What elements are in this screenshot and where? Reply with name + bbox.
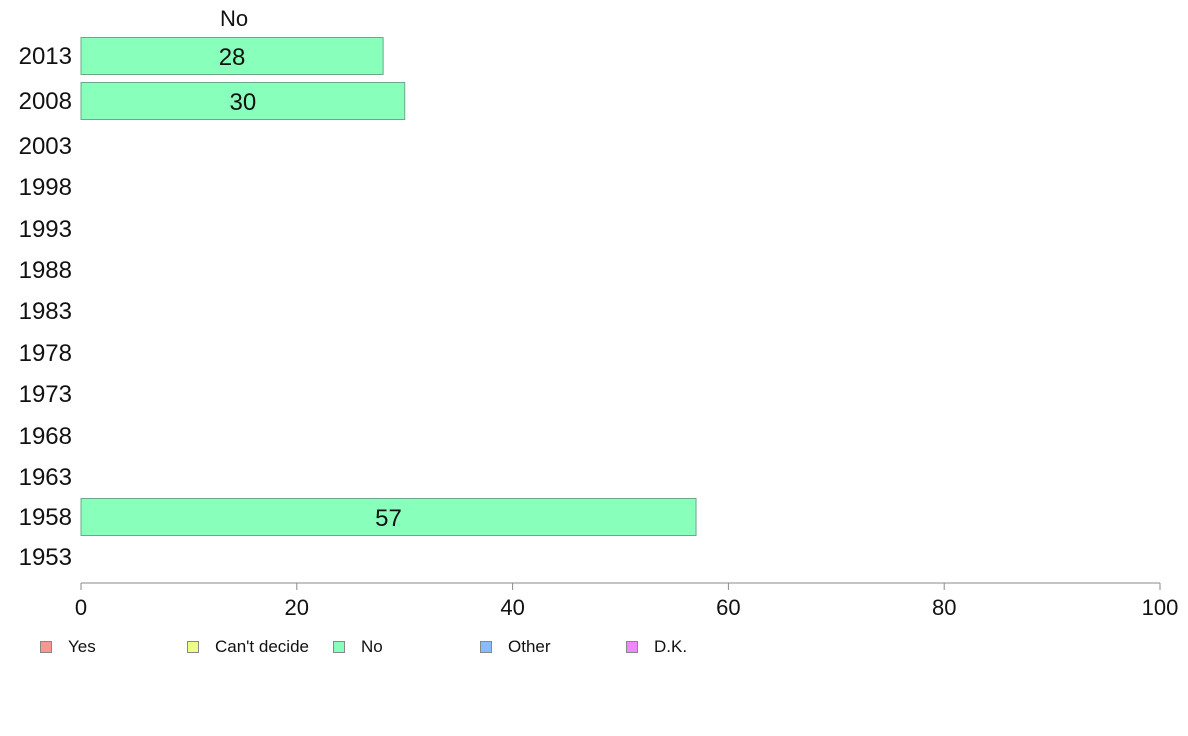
category-label-1983: 1983 xyxy=(19,298,72,325)
legend-swatch-cant-decide xyxy=(187,641,199,653)
x-tick-label-60: 60 xyxy=(716,595,740,620)
bar-value-label-1958: 57 xyxy=(375,505,402,532)
category-label-2008: 2008 xyxy=(19,88,72,115)
legend-label-dk: D.K. xyxy=(654,637,688,656)
bar-value-label-2008: 30 xyxy=(229,89,256,116)
legend-item-yes: Yes xyxy=(40,636,96,658)
x-tick-label-100: 100 xyxy=(1142,595,1179,620)
legend-label-yes: Yes xyxy=(68,637,96,656)
category-label-2013: 2013 xyxy=(19,43,72,70)
category-label-1978: 1978 xyxy=(19,340,72,367)
category-label-1973: 1973 xyxy=(19,381,72,408)
x-tick-label-40: 40 xyxy=(500,595,524,620)
x-tick-label-0: 0 xyxy=(75,595,87,620)
category-label-1993: 1993 xyxy=(19,216,72,243)
bar-1958 xyxy=(80,498,697,536)
legend-swatch-no xyxy=(333,641,345,653)
bar-chart: No 2013 2008 2003 1998 1993 1988 1983 1978 1973 1… xyxy=(19,6,1179,620)
legend-item-no: No xyxy=(333,636,383,658)
legend-item-other: Other xyxy=(480,636,551,658)
legend-item-dk: D.K. xyxy=(626,636,687,658)
legend-label-other: Other xyxy=(508,637,551,656)
category-label-1963: 1963 xyxy=(19,464,72,491)
bar-value-label-2013: 28 xyxy=(219,44,246,71)
legend: Yes Can't decide No Other D.K. xyxy=(0,636,1188,660)
category-label-2003: 2003 xyxy=(19,133,72,160)
legend-item-cant-decide: Can't decide xyxy=(187,636,309,658)
legend-label-cant-decide: Can't decide xyxy=(215,637,309,656)
category-label-1998: 1998 xyxy=(19,174,72,201)
category-label-1988: 1988 xyxy=(19,257,72,284)
legend-swatch-yes xyxy=(40,641,52,653)
bar-2013 xyxy=(80,37,384,75)
x-tick-label-80: 80 xyxy=(932,595,956,620)
category-label-1953: 1953 xyxy=(19,544,72,571)
category-label-1968: 1968 xyxy=(19,423,72,450)
legend-swatch-dk xyxy=(626,641,638,653)
bar-2008 xyxy=(80,82,406,120)
category-label-1958: 1958 xyxy=(19,504,72,531)
series-header: No xyxy=(220,6,248,31)
legend-swatch-other xyxy=(480,641,492,653)
x-tick-label-20: 20 xyxy=(285,595,309,620)
legend-label-no: No xyxy=(361,637,383,656)
